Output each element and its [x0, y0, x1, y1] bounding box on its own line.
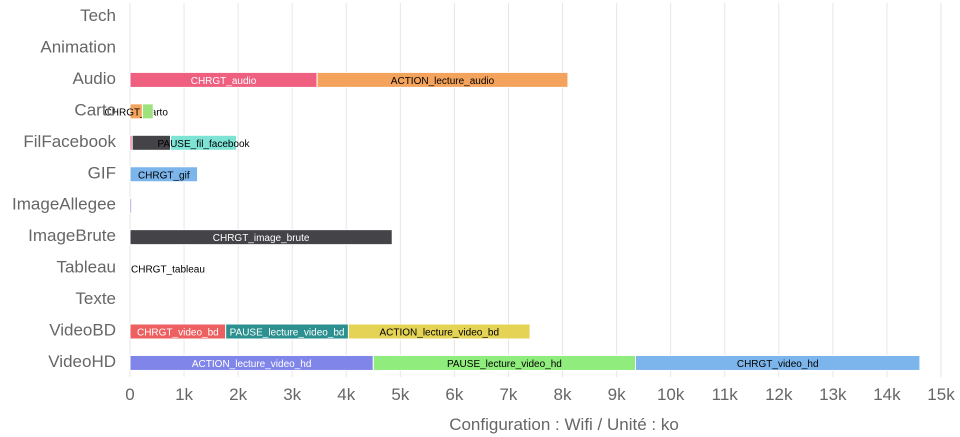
category-label-texte: Texte [75, 289, 116, 308]
data-label-pause-fil-facebook: PAUSE_fil_facebook [157, 139, 250, 150]
bar-segment-chrgt-video-hd[interactable] [635, 354, 921, 371]
category-label-tech: Tech [80, 6, 116, 25]
data-label-chrgt-carto: CHRGT_carto [105, 107, 169, 118]
bar-segment-chrgt-gif[interactable] [129, 166, 199, 183]
category-label-videobd: VideoBD [49, 321, 116, 340]
data-label-action-lecture-video-hd: ACTION_lecture_video_hd [192, 359, 312, 370]
x-tick-label: 15k [927, 385, 955, 404]
category-label-carto: Carto [74, 100, 116, 119]
category-label-imageallegee: ImageAllegee [12, 195, 116, 214]
x-tick-label: 6k [445, 385, 463, 404]
x-tick-label: 13k [819, 385, 847, 404]
x-tick-label: 4k [337, 385, 355, 404]
bar-segment-pause-fil-facebook[interactable] [170, 134, 238, 151]
data-label-action-lecture-video-bd: ACTION_lecture_video_bd [380, 328, 500, 339]
x-axis-ticks: 0 1k 2k 3k 4k 5k 6k 7k 8k 9k 10k 11k 12k 13k 14k 15k [125, 385, 955, 404]
grid-lines [129, 3, 942, 377]
data-label-chrgt-image-brute: CHRGT_image_brute [213, 233, 310, 244]
bar-segment[interactable] [141, 103, 154, 120]
x-tick-label: 1k [175, 385, 193, 404]
x-tick-label: 9k [608, 385, 626, 404]
category-label-tableau: Tableau [56, 258, 116, 277]
category-label-videohd: VideoHD [48, 352, 116, 371]
bar-segment-chrgt-image-brute[interactable] [129, 229, 393, 246]
category-label-filfacebook: FilFacebook [23, 132, 116, 151]
x-tick-label: 12k [765, 385, 793, 404]
bar-segment-action-lecture-audio[interactable] [316, 71, 569, 88]
category-labels: Tech Animation Audio Carto FilFacebook GIF Ima… [12, 6, 116, 371]
data-label-pause-lecture-video-bd: PAUSE_lecture_video_bd [230, 328, 345, 339]
data-label-chrgt-gif: CHRGT_gif [138, 170, 190, 181]
category-label-audio: Audio [73, 69, 116, 88]
data-label-action-lecture-audio: ACTION_lecture_audio [391, 76, 495, 87]
x-tick-label: 2k [229, 385, 247, 404]
category-label-gif: GIF [88, 163, 116, 182]
bars: CHRGT_audio ACTION_lecture_audio CHRGT_car… [105, 71, 921, 371]
x-tick-label: 7k [499, 385, 517, 404]
data-label-chrgt-tableau: CHRGT_tableau [131, 265, 205, 276]
x-tick-label: 8k [554, 385, 572, 404]
x-tick-label: 11k [712, 385, 739, 404]
x-tick-label: 5k [391, 385, 409, 404]
x-tick-label: 0 [125, 385, 134, 404]
data-label-chrgt-audio: CHRGT_audio [191, 76, 257, 87]
x-tick-label: 14k [873, 385, 901, 404]
bar-segment[interactable] [129, 197, 133, 214]
category-label-animation: Animation [40, 37, 116, 56]
category-label-imagebrute: ImageBrute [28, 226, 116, 245]
x-tick-label: 3k [283, 385, 301, 404]
data-label-chrgt-video-bd: CHRGT_video_bd [137, 328, 219, 339]
bar-segment-action-lecture-video-bd[interactable] [347, 323, 531, 340]
x-axis-title: Configuration : Wifi / Unité : ko [449, 415, 679, 434]
x-tick-label: 10k [657, 385, 685, 404]
data-label-chrgt-video-hd: CHRGT_video_hd [737, 359, 819, 370]
data-label-pause-lecture-video-hd: PAUSE_lecture_video_hd [447, 359, 562, 370]
